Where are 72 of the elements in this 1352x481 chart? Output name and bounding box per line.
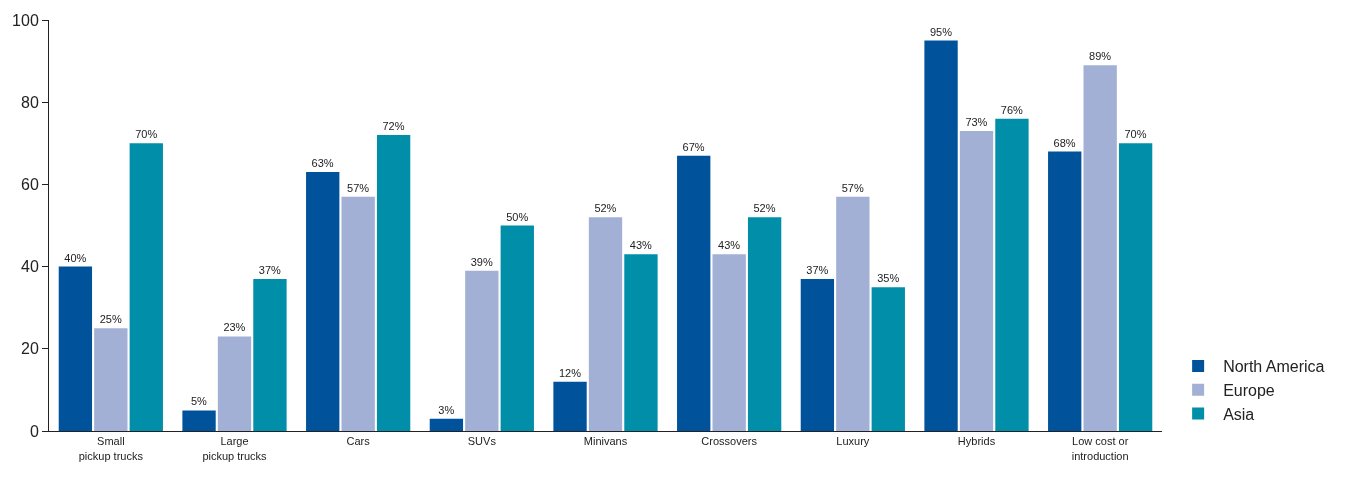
bar (677, 155, 711, 431)
x-tick-label: Luxury (836, 435, 870, 448)
data-label: 89% (1089, 50, 1112, 63)
legend-label: Europe (1223, 381, 1275, 399)
bar (959, 130, 994, 431)
data-label: 39% (470, 255, 493, 268)
bar (800, 278, 835, 431)
x-tick-label: Minivans (583, 435, 628, 448)
data-label: 72% (382, 120, 405, 133)
bar (182, 410, 216, 431)
data-label: 70% (1124, 128, 1147, 141)
data-label: 43% (718, 239, 741, 252)
bar (747, 217, 782, 431)
data-label: 23% (223, 321, 246, 334)
data-label: 70% (135, 128, 158, 141)
bar (376, 135, 411, 431)
data-label: 25% (99, 313, 122, 326)
bar (712, 254, 746, 431)
x-tick-label: Crossovers (701, 435, 758, 448)
bar (871, 287, 905, 431)
bar (217, 336, 252, 431)
x-tick-label: Cars (346, 435, 371, 448)
data-label: 37% (258, 263, 282, 276)
x-tick-label: Hybrids (957, 435, 996, 448)
bar (1048, 151, 1082, 431)
data-label: 35% (877, 272, 900, 285)
bar (341, 196, 375, 431)
bar (465, 270, 499, 431)
bar (253, 278, 287, 431)
y-tick-label: 0 (29, 422, 39, 440)
bar (500, 225, 534, 431)
data-label: 37% (806, 263, 829, 276)
data-label: 12% (558, 366, 582, 379)
x-tick-label: Large pickup trucks (202, 435, 268, 462)
x-tick-label: Small pickup trucks (78, 435, 144, 462)
y-tick-label: 20 (21, 340, 39, 358)
data-label: 73% (965, 115, 988, 128)
bar (995, 118, 1029, 431)
bar (129, 143, 163, 431)
data-label: 40% (64, 251, 87, 264)
bar (1118, 143, 1153, 431)
bar (624, 254, 658, 431)
bar (94, 328, 128, 431)
bar (429, 418, 464, 431)
data-label: 63% (311, 157, 334, 170)
data-label: 68% (1053, 136, 1076, 149)
data-label: 3% (438, 403, 455, 416)
data-label: 57% (841, 181, 864, 194)
data-label: 52% (594, 202, 617, 215)
data-label: 57% (347, 181, 370, 194)
legend-label: Asia (1223, 405, 1255, 423)
bar (553, 381, 587, 431)
y-tick-label: 60 (21, 176, 39, 193)
y-tick-label: 80 (21, 93, 39, 111)
bar (924, 40, 958, 431)
bar (1083, 65, 1117, 431)
data-label: 52% (753, 202, 776, 215)
bar (306, 172, 340, 431)
y-tick-label: 40 (21, 258, 39, 276)
legend-label: North America (1223, 358, 1325, 376)
data-label: 67% (682, 140, 705, 153)
data-label: 43% (629, 239, 653, 252)
y-tick-label: 100 (12, 11, 39, 29)
bar (588, 217, 623, 431)
data-label: 95% (929, 25, 953, 38)
x-tick-label: SUVs (467, 435, 497, 448)
x-tick-label: Low cost or introduction (1071, 435, 1129, 462)
data-label: 5% (190, 395, 208, 408)
data-label: 50% (506, 210, 529, 223)
data-label: 76% (1000, 103, 1024, 116)
bar (836, 196, 870, 431)
bar (58, 266, 93, 431)
